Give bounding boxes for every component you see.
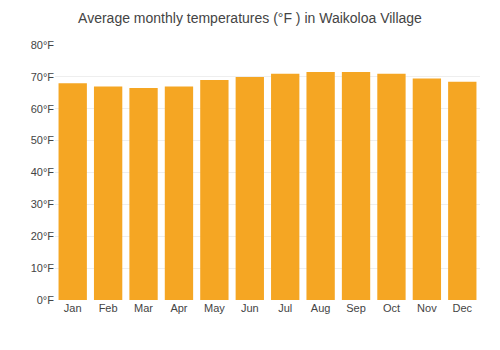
svg-text:Feb: Feb <box>99 302 118 314</box>
svg-text:Apr: Apr <box>170 302 187 314</box>
svg-text:50°F: 50°F <box>31 134 55 146</box>
svg-text:60°F: 60°F <box>31 103 55 115</box>
svg-text:Jun: Jun <box>241 302 259 314</box>
svg-text:0°F: 0°F <box>37 294 55 306</box>
svg-text:Jan: Jan <box>64 302 82 314</box>
svg-text:10°F: 10°F <box>31 262 55 274</box>
svg-text:40°F: 40°F <box>31 166 55 178</box>
svg-text:Aug: Aug <box>311 302 331 314</box>
svg-text:Mar: Mar <box>134 302 153 314</box>
svg-text:30°F: 30°F <box>31 198 55 210</box>
svg-text:80°F: 80°F <box>31 39 55 51</box>
svg-text:Average monthly temperatures (: Average monthly temperatures (°F ) in Wa… <box>78 10 422 26</box>
svg-text:Dec: Dec <box>453 302 473 314</box>
svg-text:May: May <box>204 302 225 314</box>
svg-text:Oct: Oct <box>383 302 400 314</box>
svg-text:Nov: Nov <box>417 302 437 314</box>
svg-text:70°F: 70°F <box>31 71 55 83</box>
svg-text:20°F: 20°F <box>31 230 55 242</box>
svg-text:Jul: Jul <box>278 302 292 314</box>
svg-text:Sep: Sep <box>346 302 366 314</box>
